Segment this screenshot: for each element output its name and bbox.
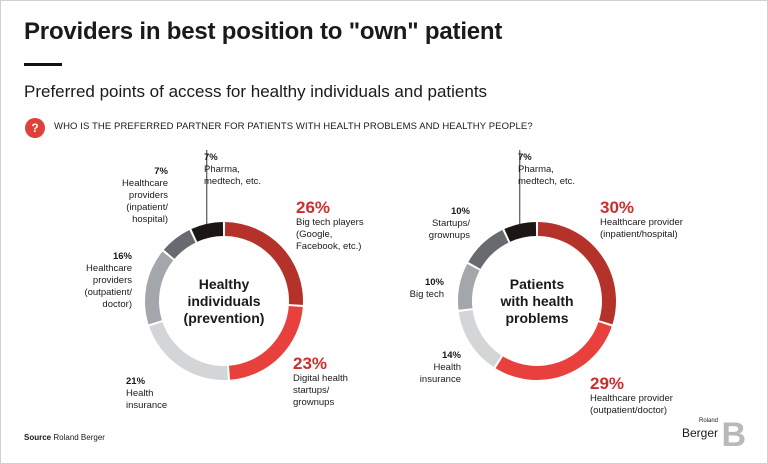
logo-small-text: Roland bbox=[698, 418, 718, 424]
left-donut-slice-5 bbox=[191, 222, 224, 242]
question-icon: ? bbox=[25, 118, 45, 138]
right-donut-slice-5 bbox=[504, 222, 537, 242]
left-slice-0-label: 26% Big tech players (Google, Facebook, … bbox=[296, 198, 364, 252]
left-slice-4-label: 7% Healthcare providers (inpatient/ hosp… bbox=[122, 166, 168, 225]
right-slice-4-label: 10% Startups/ grownups bbox=[428, 206, 470, 241]
right-slice-2-label: 14% Health insurance bbox=[419, 350, 461, 385]
source-note: Source Roland Berger bbox=[24, 433, 105, 442]
right-donut-slice-2 bbox=[458, 310, 502, 368]
right-slice-3-label: 10% Big tech bbox=[409, 277, 444, 300]
logo-big-text: Berger bbox=[681, 426, 718, 440]
right-center-label: Patients with health problems bbox=[500, 276, 574, 326]
source-label: Source bbox=[24, 433, 52, 442]
left-slice-5-label: 7% Pharma, medtech, etc. bbox=[204, 152, 262, 187]
question-text: WHO IS THE PREFERRED PARTNER FOR PATIENT… bbox=[54, 121, 533, 132]
left-donut-slice-3 bbox=[145, 251, 174, 325]
left-slice-2-label: 21% Health insurance bbox=[126, 376, 168, 411]
left-slice-3-label: 16% Healthcare providers (outpatient/ do… bbox=[84, 251, 132, 310]
left-donut-slice-2 bbox=[149, 321, 228, 380]
left-donut-slice-4 bbox=[163, 229, 196, 259]
right-donut-slice-0 bbox=[537, 222, 616, 325]
right-slice-5-label: 7% Pharma, medtech, etc. bbox=[518, 152, 576, 187]
right-donut-slice-1 bbox=[495, 321, 612, 381]
right-slice-1-label: 29% Healthcare provider (outpatient/doct… bbox=[590, 374, 673, 416]
roland-berger-logo: Roland Berger B bbox=[676, 418, 746, 452]
title-underline bbox=[24, 63, 62, 66]
left-center-label: Healthy individuals (prevention) bbox=[183, 276, 265, 326]
left-donut-slice-1 bbox=[228, 305, 303, 380]
subtitle: Preferred points of access for healthy i… bbox=[24, 82, 488, 101]
page-title: Providers in best position to "own" pati… bbox=[24, 18, 503, 45]
logo-mark: B bbox=[721, 416, 746, 454]
left-slice-1-label: 23% Digital health startups/ grownups bbox=[293, 354, 348, 408]
right-slice-0-label: 30% Healthcare provider (inpatient/hospi… bbox=[600, 198, 683, 240]
source-value: Roland Berger bbox=[53, 433, 105, 442]
right-donut-slice-4 bbox=[468, 229, 509, 269]
right-donut-slice-3 bbox=[458, 263, 480, 310]
left-donut-slice-0 bbox=[224, 222, 303, 305]
